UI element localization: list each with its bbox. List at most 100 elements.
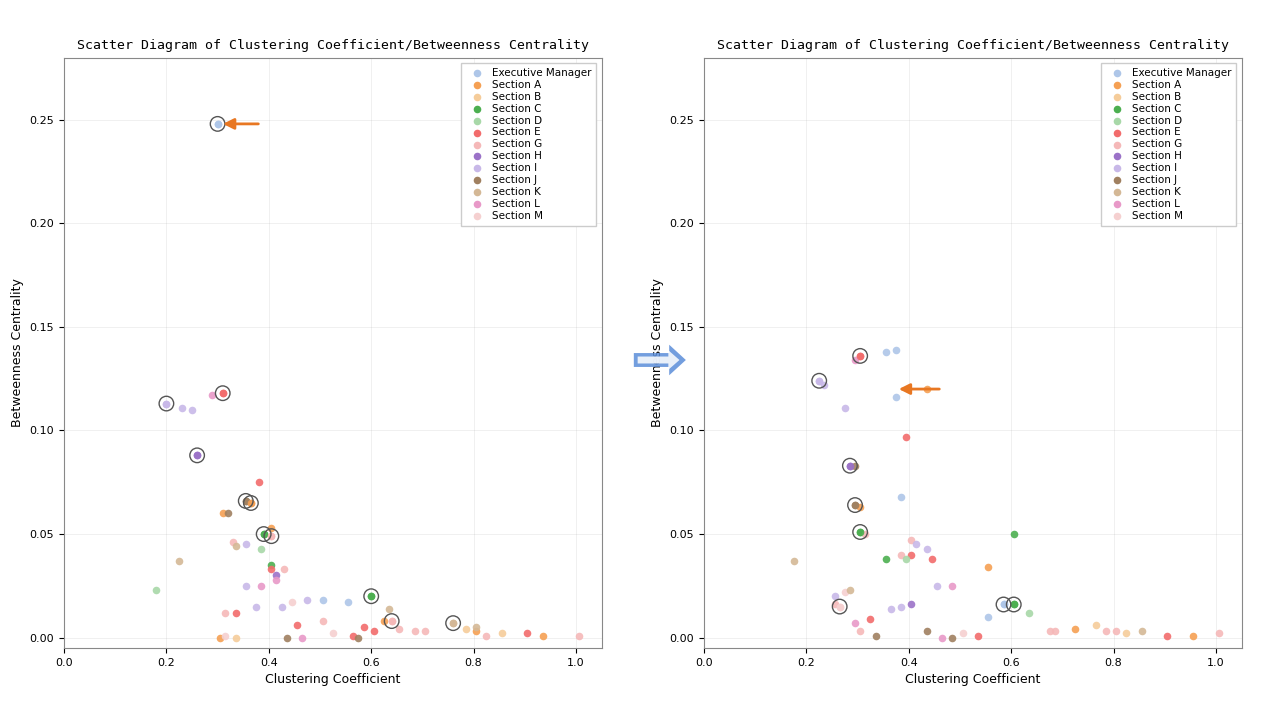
Point [865, 630, 886, 642]
Point [169, 555, 189, 567]
Point [261, 522, 282, 534]
Point [881, 603, 901, 614]
Point [210, 632, 230, 644]
Point [901, 549, 922, 561]
Point [374, 616, 394, 627]
Point [922, 553, 942, 564]
Point [840, 460, 860, 472]
Title: Scatter Diagram of Clustering Coefficient/Betweenness Centrality: Scatter Diagram of Clustering Coefficien… [717, 40, 1229, 53]
Point [381, 616, 402, 627]
Point [860, 613, 881, 625]
Point [266, 574, 287, 585]
Point [1004, 599, 1024, 611]
Point [1085, 619, 1106, 631]
Point [261, 531, 282, 542]
Point [993, 599, 1014, 611]
Point [443, 617, 463, 629]
Point [182, 404, 202, 415]
Point [248, 477, 269, 488]
Point [824, 599, 845, 611]
Point [187, 449, 207, 461]
Point [1044, 626, 1065, 637]
Point [312, 595, 333, 606]
Point [993, 599, 1014, 611]
Point [156, 397, 177, 409]
Point [172, 402, 192, 413]
Point [187, 449, 207, 461]
Point [845, 354, 865, 366]
Point [146, 584, 166, 595]
Point [353, 621, 374, 633]
Point [476, 630, 497, 642]
Point [492, 628, 512, 639]
Point [253, 528, 274, 540]
Point [845, 460, 865, 472]
Point [415, 626, 435, 637]
Point [1096, 626, 1116, 637]
Point [207, 118, 228, 130]
Point [361, 590, 381, 602]
Point [271, 600, 292, 612]
Point [932, 632, 952, 644]
Point [261, 559, 282, 571]
Point [443, 617, 463, 629]
Legend: Executive Manager, Section A, Section B, Section C, Section D, Section E, Sectio: Executive Manager, Section A, Section B,… [1102, 63, 1236, 226]
Point [156, 397, 177, 409]
Point [993, 599, 1014, 611]
Point [927, 580, 947, 592]
Point [261, 531, 282, 542]
Point [783, 555, 804, 567]
Point [1004, 599, 1024, 611]
Point [840, 460, 860, 472]
Point [829, 600, 850, 612]
Point [876, 346, 896, 358]
Point [323, 628, 343, 639]
Point [1183, 630, 1203, 642]
Point [261, 531, 282, 542]
Point [835, 402, 855, 413]
Point [891, 600, 911, 612]
Point [891, 549, 911, 561]
Point [850, 350, 870, 361]
Point [855, 528, 876, 540]
Point [886, 344, 906, 356]
Point [850, 526, 870, 538]
Point [886, 392, 906, 403]
Point [809, 375, 829, 387]
Point [274, 564, 294, 575]
Point [338, 597, 358, 608]
Point [824, 590, 845, 602]
Point [916, 543, 937, 554]
Point [517, 628, 538, 639]
Point [212, 387, 233, 399]
Point [829, 600, 850, 612]
Point [253, 528, 274, 540]
Point [187, 449, 207, 461]
Point [1116, 628, 1137, 639]
Point [404, 626, 425, 637]
Legend: Executive Manager, Section A, Section B, Section C, Section D, Section E, Sectio: Executive Manager, Section A, Section B,… [462, 63, 596, 226]
Point [215, 607, 236, 618]
Point [297, 595, 317, 606]
Point [1106, 626, 1126, 637]
Point [850, 526, 870, 538]
Point [1039, 626, 1060, 637]
Point [901, 599, 922, 611]
Point [901, 534, 922, 546]
Point [850, 350, 870, 361]
Point [456, 624, 476, 635]
Point [850, 526, 870, 538]
Point [942, 632, 963, 644]
Point [246, 600, 266, 612]
Point [276, 632, 297, 644]
Point [225, 607, 246, 618]
Point [212, 387, 233, 399]
Point [845, 499, 865, 510]
Point [312, 616, 333, 627]
Point [343, 630, 364, 642]
Point [532, 630, 553, 642]
Point [292, 632, 312, 644]
Point [361, 590, 381, 602]
Point [207, 118, 228, 130]
Point [218, 508, 238, 519]
